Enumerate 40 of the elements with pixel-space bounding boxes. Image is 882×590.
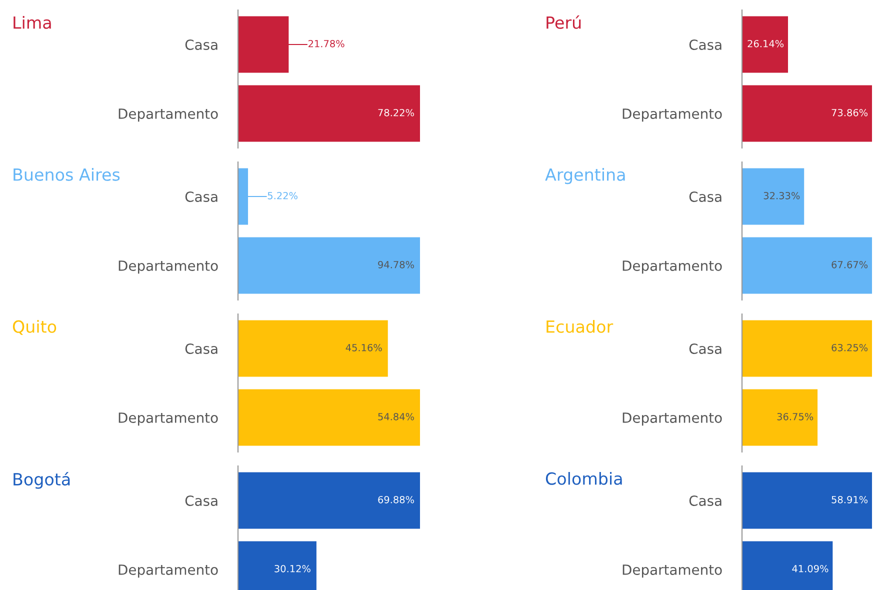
y-tick-label: Casa xyxy=(185,39,218,50)
text: Quito xyxy=(12,320,56,335)
y-tick-label: Casa xyxy=(689,343,722,354)
text: Lima xyxy=(14,16,51,29)
y-tick-label: Casa xyxy=(185,343,218,354)
data-label: 21.78% xyxy=(308,40,344,48)
y-tick-label: Departamento xyxy=(118,108,218,122)
y-tick-label: Casa xyxy=(185,495,218,506)
text: Buenos Aires xyxy=(14,168,120,181)
data-label: 32.33% xyxy=(764,192,800,200)
text: Argentina xyxy=(545,168,625,184)
y-tick-label: Casa xyxy=(689,191,722,202)
y-tick-label: Casa xyxy=(689,39,722,50)
data-label: 26.14% xyxy=(748,40,784,48)
data-label: 41.09% xyxy=(792,564,828,572)
text: Perú xyxy=(546,15,581,29)
y-tick-label: Departamento xyxy=(118,412,218,426)
text: Bogotá xyxy=(14,472,70,489)
data-label: 36.75% xyxy=(777,412,814,420)
y-tick-label: Departamento xyxy=(622,108,722,122)
data-label: 30.12% xyxy=(274,564,310,572)
data-label: 78.22% xyxy=(378,108,414,116)
data-label: 67.67% xyxy=(832,260,868,268)
data-label: 58.91% xyxy=(832,496,868,504)
y-tick-label: Casa xyxy=(689,495,722,506)
data-label: 63.25% xyxy=(832,344,868,352)
data-label: 54.84% xyxy=(378,412,414,420)
y-tick-label: Departamento xyxy=(622,564,722,578)
data-label: 5.22% xyxy=(268,192,298,200)
y-tick-label: Departamento xyxy=(622,412,722,426)
data-label: 73.86% xyxy=(832,108,868,116)
y-tick-label: Departamento xyxy=(622,260,722,274)
data-label: 45.16% xyxy=(346,344,382,352)
y-tick-label: Casa xyxy=(185,191,218,202)
y-tick-label: Departamento xyxy=(118,260,218,274)
text: Colombia xyxy=(546,472,622,485)
text: Ecuador xyxy=(546,320,614,333)
data-label: 69.88% xyxy=(378,496,414,504)
data-label: 94.78% xyxy=(378,260,414,268)
y-tick-label: Departamento xyxy=(118,564,218,578)
